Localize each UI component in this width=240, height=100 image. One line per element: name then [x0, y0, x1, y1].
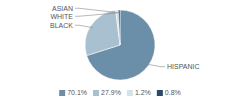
- legend-item: 70.1%: [59, 89, 87, 96]
- leader-line: [75, 8, 119, 13]
- legend-label: 1.2%: [135, 89, 151, 96]
- pie: HISPANIC BLACK WHITEASIAN: [50, 5, 200, 80]
- leader-line: [75, 25, 93, 27]
- slice-label: ASIAN: [52, 5, 73, 12]
- leader-line: [146, 64, 165, 67]
- chart: HISPANIC BLACK WHITEASIAN 70.1% 27.9% 1.2% 0.8…: [0, 0, 240, 100]
- legend-label: 70.1%: [67, 89, 87, 96]
- legend-swatch: [127, 90, 133, 96]
- slice-label: HISPANIC: [167, 63, 200, 70]
- legend-item: 27.9%: [93, 89, 121, 96]
- pie-slice: [118, 10, 120, 45]
- legend: 70.1% 27.9% 1.2% 0.8%: [59, 89, 181, 96]
- legend-label: 0.8%: [165, 89, 181, 96]
- legend-swatch: [93, 90, 99, 96]
- slice-label: WHITE: [50, 13, 73, 20]
- pie-slice: [116, 10, 120, 45]
- legend-swatch: [59, 90, 65, 96]
- pie-slice: [85, 10, 120, 55]
- leader-line: [75, 13, 117, 16]
- legend-item: 1.2%: [127, 89, 151, 96]
- legend-item: 0.8%: [157, 89, 181, 96]
- legend-label: 27.9%: [101, 89, 121, 96]
- slice-label: BLACK: [50, 22, 73, 29]
- legend-swatch: [157, 90, 163, 96]
